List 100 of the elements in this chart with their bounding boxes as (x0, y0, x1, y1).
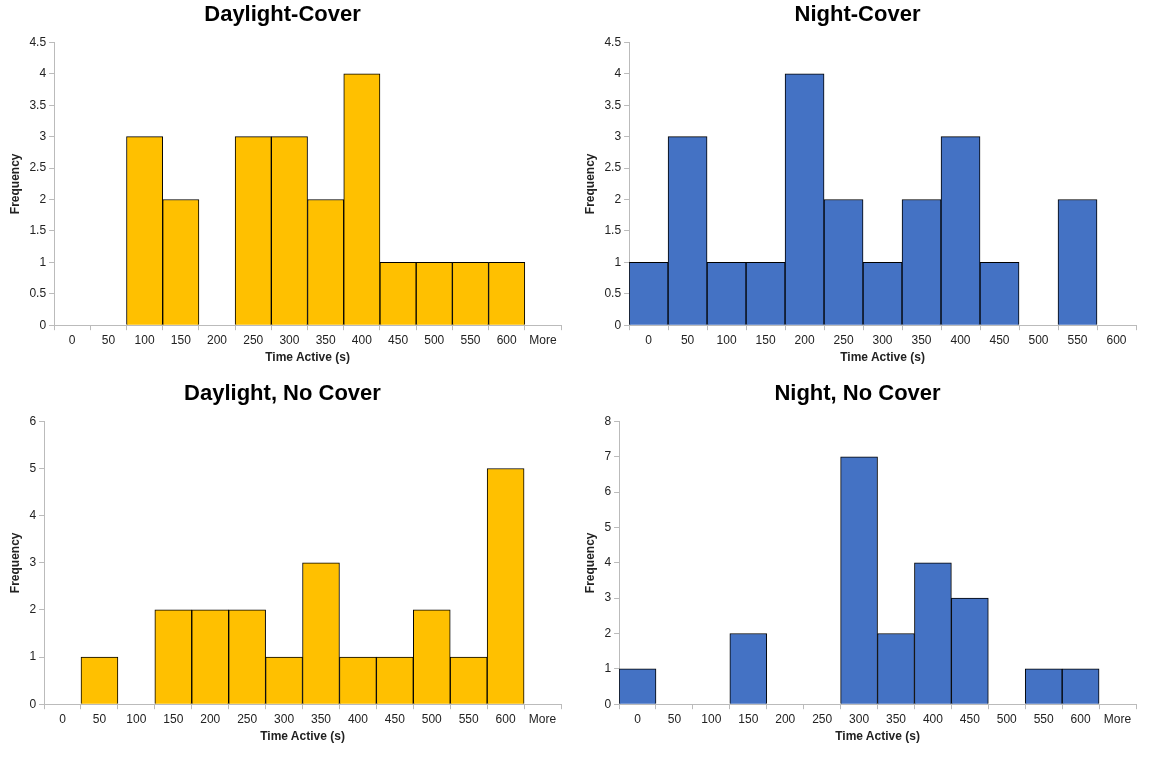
x-axis-title: Time Active (s) (840, 350, 925, 365)
x-tick-label: 0 (634, 711, 642, 726)
x-tick-label: 0 (645, 332, 653, 347)
x-axis-title: Time Active (s) (265, 350, 350, 365)
x-tick-label: 550 (1067, 332, 1088, 347)
y-tick-label: 3 (39, 128, 47, 143)
x-tick-label: 300 (872, 332, 893, 347)
x-tick-label: 350 (315, 332, 336, 347)
y-tick-label: 0 (604, 696, 612, 711)
x-tick-label: 550 (458, 711, 480, 726)
x-tick-label: 100 (716, 332, 737, 347)
y-tick-label: 3.5 (604, 97, 622, 112)
y-tick-label: 4 (29, 507, 37, 522)
y-tick-label: 6 (604, 484, 612, 499)
x-tick-label: 600 (496, 332, 518, 347)
x-tick-label: 100 (701, 711, 722, 726)
x-axis-title: Time Active (s) (260, 729, 345, 744)
x-tick-label: 550 (1033, 711, 1055, 726)
x-tick-label: 150 (755, 332, 776, 347)
x-tick-label: 600 (1106, 332, 1127, 347)
y-tick-label: 1.5 (604, 223, 622, 238)
chart-title: Daylight, No Cover (184, 380, 382, 406)
y-tick-label: 4 (39, 66, 47, 81)
y-tick-label: 1 (604, 661, 612, 676)
x-tick-label: 600 (495, 711, 516, 726)
y-tick-label: 3.5 (29, 97, 47, 112)
x-tick-label: 0 (59, 711, 67, 726)
x-tick-label: 250 (237, 711, 258, 726)
y-tick-label: 1 (29, 649, 37, 664)
x-tick-label: More (528, 711, 557, 726)
y-tick-label: 1 (39, 254, 47, 269)
x-tick-label: 150 (163, 711, 184, 726)
x-tick-label: 400 (347, 711, 369, 726)
y-axis-title: Frequency (7, 153, 22, 215)
y-tick-label: 4.5 (604, 34, 622, 49)
y-tick-label: 2.5 (29, 160, 47, 175)
y-axis-title: Frequency (582, 532, 597, 594)
y-tick-label: 0 (29, 696, 37, 711)
x-tick-label: 50 (92, 711, 107, 726)
x-tick-label: 400 (351, 332, 373, 347)
y-tick-label: 4.5 (29, 34, 47, 49)
x-tick-label: 500 (424, 332, 445, 347)
y-axis-title: Frequency (582, 153, 597, 215)
x-tick-label: 300 (274, 711, 295, 726)
y-tick-label: 2 (614, 191, 622, 206)
y-tick-label: 5 (604, 519, 612, 534)
chart-title: Daylight-Cover (204, 1, 362, 27)
y-tick-label: 2 (29, 602, 37, 617)
y-tick-label: 3 (614, 128, 622, 143)
y-tick-label: 7 (604, 449, 612, 464)
y-tick-label: 0 (39, 317, 47, 332)
x-tick-label: 500 (421, 711, 443, 726)
x-tick-label: 350 (885, 711, 907, 726)
x-tick-label: 450 (384, 711, 406, 726)
x-tick-label: 50 (101, 332, 116, 347)
x-tick-label: 200 (207, 332, 228, 347)
y-tick-label: 4 (614, 66, 622, 81)
x-tick-label: 600 (1070, 711, 1091, 726)
y-tick-label: 0.5 (604, 286, 622, 301)
x-tick-label: 300 (849, 711, 870, 726)
x-tick-label: 150 (738, 711, 759, 726)
chart-title: Night-Cover (794, 1, 921, 27)
x-tick-label: 200 (794, 332, 815, 347)
y-tick-label: 1.5 (29, 223, 47, 238)
y-tick-label: 2 (39, 191, 47, 206)
x-tick-label: 300 (279, 332, 300, 347)
y-tick-label: 3 (604, 590, 612, 605)
y-tick-label: 2.5 (604, 160, 622, 175)
y-tick-label: 0 (614, 317, 622, 332)
x-tick-label: 100 (126, 711, 147, 726)
x-tick-label: 150 (170, 332, 192, 347)
y-tick-label: 1 (614, 254, 622, 269)
x-tick-label: 550 (460, 332, 481, 347)
y-tick-label: 2 (604, 625, 612, 640)
x-tick-label: 250 (243, 332, 264, 347)
x-tick-label: 50 (667, 711, 682, 726)
x-tick-label: 200 (775, 711, 796, 726)
y-tick-label: 3 (29, 555, 37, 570)
x-tick-label: 500 (1028, 332, 1049, 347)
x-tick-label: 350 (911, 332, 932, 347)
x-tick-label: 450 (989, 332, 1010, 347)
y-tick-label: 4 (604, 555, 612, 570)
y-tick-label: 5 (29, 460, 37, 475)
x-tick-label: 350 (310, 711, 332, 726)
x-tick-label: 50 (680, 332, 695, 347)
y-tick-label: 0.5 (29, 286, 47, 301)
x-tick-label: 450 (959, 711, 981, 726)
x-axis-title: Time Active (s) (835, 729, 920, 744)
x-tick-label: More (529, 332, 557, 347)
y-tick-label: 8 (604, 413, 612, 428)
chart-title: Night, No Cover (774, 380, 942, 406)
x-tick-label: 400 (950, 332, 971, 347)
x-tick-label: 400 (922, 711, 944, 726)
y-tick-label: 6 (29, 413, 37, 428)
x-tick-label: More (1103, 711, 1132, 726)
x-tick-label: 250 (833, 332, 854, 347)
x-tick-label: 500 (996, 711, 1018, 726)
x-tick-label: 0 (68, 332, 76, 347)
y-axis-title: Frequency (7, 532, 22, 594)
x-tick-label: 450 (388, 332, 409, 347)
